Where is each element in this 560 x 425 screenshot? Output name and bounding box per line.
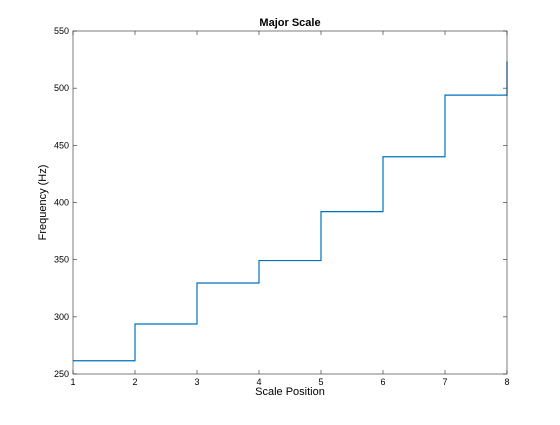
x-axis-label: Scale Position xyxy=(255,386,325,398)
x-tick-label: 8 xyxy=(504,377,509,387)
x-tick-label: 6 xyxy=(380,377,385,387)
y-axis-label: Frequency (Hz) xyxy=(37,165,49,241)
y-tick-label: 300 xyxy=(54,312,69,322)
x-tick-label: 7 xyxy=(442,377,447,387)
y-tick-label: 500 xyxy=(54,83,69,93)
y-tick-label: 350 xyxy=(54,255,69,265)
y-tick-label: 550 xyxy=(54,26,69,36)
x-tick-label: 3 xyxy=(194,377,199,387)
x-tick-label: 1 xyxy=(70,377,75,387)
y-tick-label: 450 xyxy=(54,140,69,150)
x-tick-label: 2 xyxy=(132,377,137,387)
chart-title: Major Scale xyxy=(259,17,320,29)
plot-area xyxy=(73,31,507,374)
y-tick-label: 250 xyxy=(54,369,69,379)
y-tick-label: 400 xyxy=(54,198,69,208)
